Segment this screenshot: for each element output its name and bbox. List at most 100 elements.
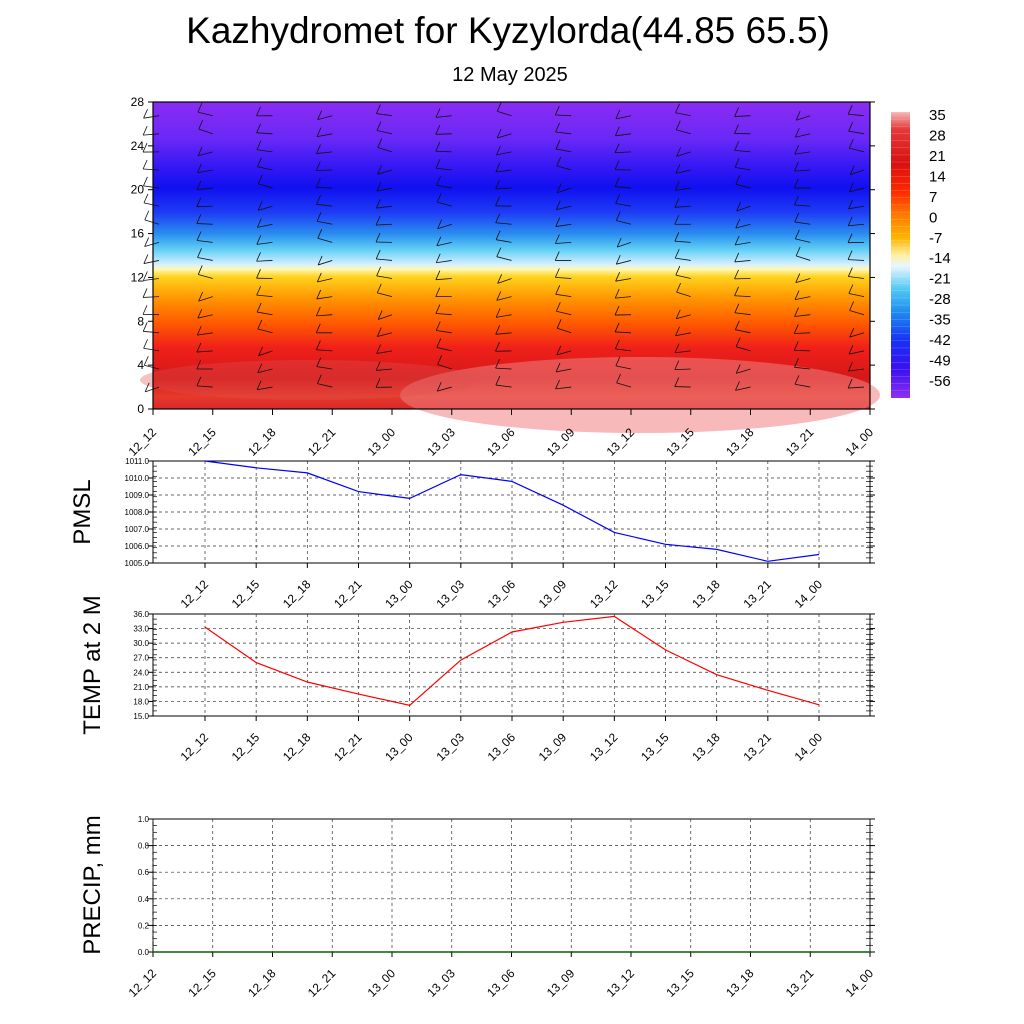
wind-barb-flag xyxy=(848,199,853,209)
wind-barb-flag xyxy=(614,305,620,316)
wind-barb-flag xyxy=(735,320,740,330)
wind-barb-flag xyxy=(675,326,680,336)
wind-barb-shaft xyxy=(376,275,393,279)
wind-barb-flag xyxy=(316,144,321,154)
wind-barb xyxy=(614,143,632,154)
wind-barb-flag xyxy=(849,327,855,338)
wind-barb-shaft xyxy=(794,221,811,225)
wind-barb-shaft xyxy=(849,187,865,193)
wind-barb-flag xyxy=(735,218,741,229)
wind-barb-flag xyxy=(144,382,150,393)
colorbar-label: -42 xyxy=(929,332,951,349)
wind-barb xyxy=(256,380,273,391)
wind-barb-flag xyxy=(555,200,561,210)
wind-barb-shaft xyxy=(257,368,273,374)
heatmap-y-tick-label: 8 xyxy=(137,314,144,328)
wind-barb xyxy=(435,321,452,334)
wind-barb xyxy=(495,308,512,318)
wind-barb-flag xyxy=(377,165,382,175)
wind-barb-shaft xyxy=(794,204,811,207)
wind-barb-flag xyxy=(316,195,321,205)
colorbar-label: 21 xyxy=(929,148,946,165)
wind-barb-shaft xyxy=(736,346,751,352)
wind-barb-flag xyxy=(556,319,562,329)
wind-barb-shaft xyxy=(675,112,691,117)
wind-barb xyxy=(495,230,512,243)
wind-barb xyxy=(436,338,452,352)
wind-barb xyxy=(847,378,865,389)
wind-barb xyxy=(435,253,452,264)
wind-barb-flag xyxy=(375,215,381,226)
wind-barb-shaft xyxy=(377,332,393,337)
wind-barb-flag xyxy=(317,229,323,239)
wind-barb-flag xyxy=(143,109,148,119)
temp-y-tick-label: 24.0 xyxy=(133,668,149,677)
wind-barb-flag xyxy=(555,217,561,227)
temp-frame xyxy=(152,613,871,717)
precip-x-tick-label: 13_09 xyxy=(544,966,578,1000)
wind-barb xyxy=(197,308,213,319)
pmsl-y-tick-label: 1005.0 xyxy=(125,559,150,568)
wind-barb xyxy=(377,310,393,320)
wind-barb-flag xyxy=(196,231,202,241)
wind-barb xyxy=(848,199,865,210)
wind-barb xyxy=(496,102,512,117)
colorbar: 35 28 21 14 7 0 -7 -14 -21 -28 -35 -42 -49 -56 xyxy=(891,107,951,398)
wind-barb xyxy=(142,159,160,171)
wind-barb xyxy=(198,119,213,135)
wind-barb xyxy=(316,374,333,388)
wind-barb-shaft xyxy=(436,347,452,352)
temp-x-tick-label: 12_18 xyxy=(280,730,314,764)
wind-barb xyxy=(197,102,213,117)
wind-barb-flag xyxy=(435,287,441,297)
wind-barb-flag xyxy=(375,198,381,209)
wind-barb-flag xyxy=(256,140,262,150)
wind-barb xyxy=(196,325,213,336)
temp-x-tick-label: 13_09 xyxy=(536,730,570,764)
temp-y-tick-label: 18.0 xyxy=(133,697,149,706)
wind-barb-flag xyxy=(376,182,382,192)
wind-barb-flag xyxy=(142,125,148,136)
wind-barb xyxy=(675,265,691,279)
wind-barb xyxy=(257,363,273,374)
wind-barb-flag xyxy=(256,235,262,245)
wind-barb-shaft xyxy=(849,332,865,338)
wind-barb xyxy=(794,195,811,207)
wind-barb-flag xyxy=(435,304,441,314)
wind-barb xyxy=(377,138,393,153)
wind-barb xyxy=(376,327,393,337)
wind-barb-shaft xyxy=(197,257,213,261)
wind-barb xyxy=(674,360,691,371)
wind-barb-flag xyxy=(376,104,381,114)
wind-barb-shaft xyxy=(143,115,160,119)
wind-barb-flag xyxy=(196,214,202,224)
wind-barb xyxy=(435,108,452,118)
wind-barb-flag xyxy=(377,138,383,148)
wind-barb-shaft xyxy=(735,329,751,334)
wind-barb-shaft xyxy=(196,187,213,191)
wind-barb-flag xyxy=(735,381,740,391)
heatmap-x-tick-label: 12_18 xyxy=(245,425,279,459)
wind-barb-shaft xyxy=(674,240,691,243)
wind-barb-shaft xyxy=(794,314,811,317)
temp-y-tick-label: 21.0 xyxy=(133,683,149,692)
wind-barb-flag xyxy=(615,356,621,367)
wind-barb-flag xyxy=(847,267,853,277)
wind-barb xyxy=(674,248,691,261)
wind-barb xyxy=(435,125,452,135)
wind-barb xyxy=(196,214,213,225)
temp-y-tick-label: 36.0 xyxy=(133,610,149,619)
precip-x-tick-label: 12_21 xyxy=(305,966,339,1000)
wind-barb-shaft xyxy=(556,350,572,356)
wind-barb xyxy=(848,345,865,355)
wind-barb xyxy=(316,357,333,370)
wind-barb-flag xyxy=(848,361,853,372)
wind-barb-shaft xyxy=(676,129,691,135)
wind-barb-shaft xyxy=(435,278,452,281)
wind-barb xyxy=(793,178,811,189)
wind-barb-flag xyxy=(793,324,799,334)
wind-barb-shaft xyxy=(143,168,160,171)
wind-barb-shaft xyxy=(616,382,632,388)
wind-barb xyxy=(197,163,213,174)
wind-barb-shaft xyxy=(616,220,632,225)
